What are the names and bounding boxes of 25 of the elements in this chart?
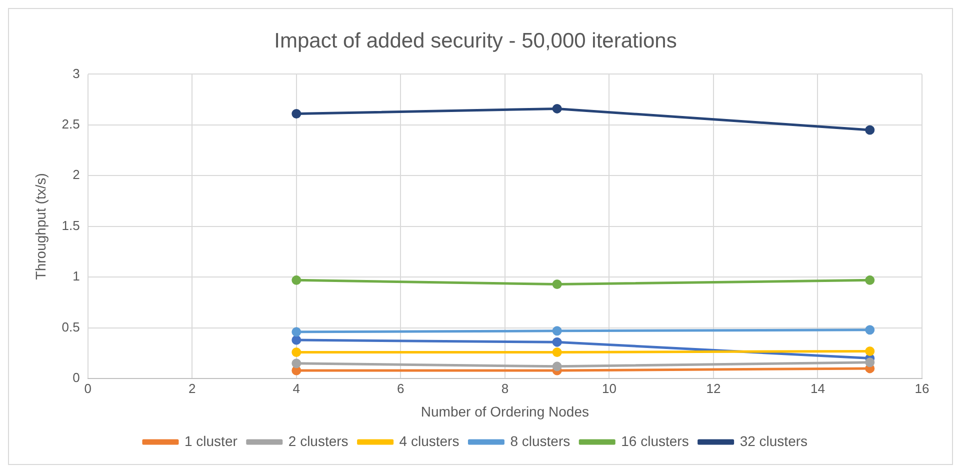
x-tick-label: 0 xyxy=(84,380,92,396)
y-tick-label: 0 xyxy=(72,370,80,386)
x-axis-title: Number of Ordering Nodes xyxy=(420,403,589,420)
y-axis-title: Throughput (tx/s) xyxy=(32,173,48,280)
legend-label: 2 clusters xyxy=(288,432,348,449)
x-tick-label: 2 xyxy=(188,380,196,396)
y-tick-label: 2 xyxy=(72,167,80,182)
y-tick-label: 0.5 xyxy=(62,319,80,334)
legend-label: 16 clusters xyxy=(621,432,689,449)
y-tick-label: 1 xyxy=(72,268,80,284)
legend-label: 8 clusters xyxy=(510,432,570,449)
legend-label: 32 clusters xyxy=(740,432,808,449)
y-tick-label: 2.5 xyxy=(62,116,80,132)
x-tick-label: 10 xyxy=(602,380,616,396)
legend-label: 4 clusters xyxy=(399,432,460,449)
x-tick-label: 8 xyxy=(501,380,509,396)
x-tick-label: 12 xyxy=(706,380,721,396)
y-tick-label: 3 xyxy=(72,66,80,81)
x-tick-label: 6 xyxy=(397,380,404,396)
chart-title: Impact of added security - 50,000 iterations xyxy=(274,29,677,52)
y-tick-label: 1.5 xyxy=(62,218,80,233)
x-tick-label: 14 xyxy=(810,380,825,396)
x-tick-label: 16 xyxy=(914,380,930,396)
x-tick-label: 4 xyxy=(292,380,300,396)
legend-label: 1 cluster xyxy=(184,432,238,449)
